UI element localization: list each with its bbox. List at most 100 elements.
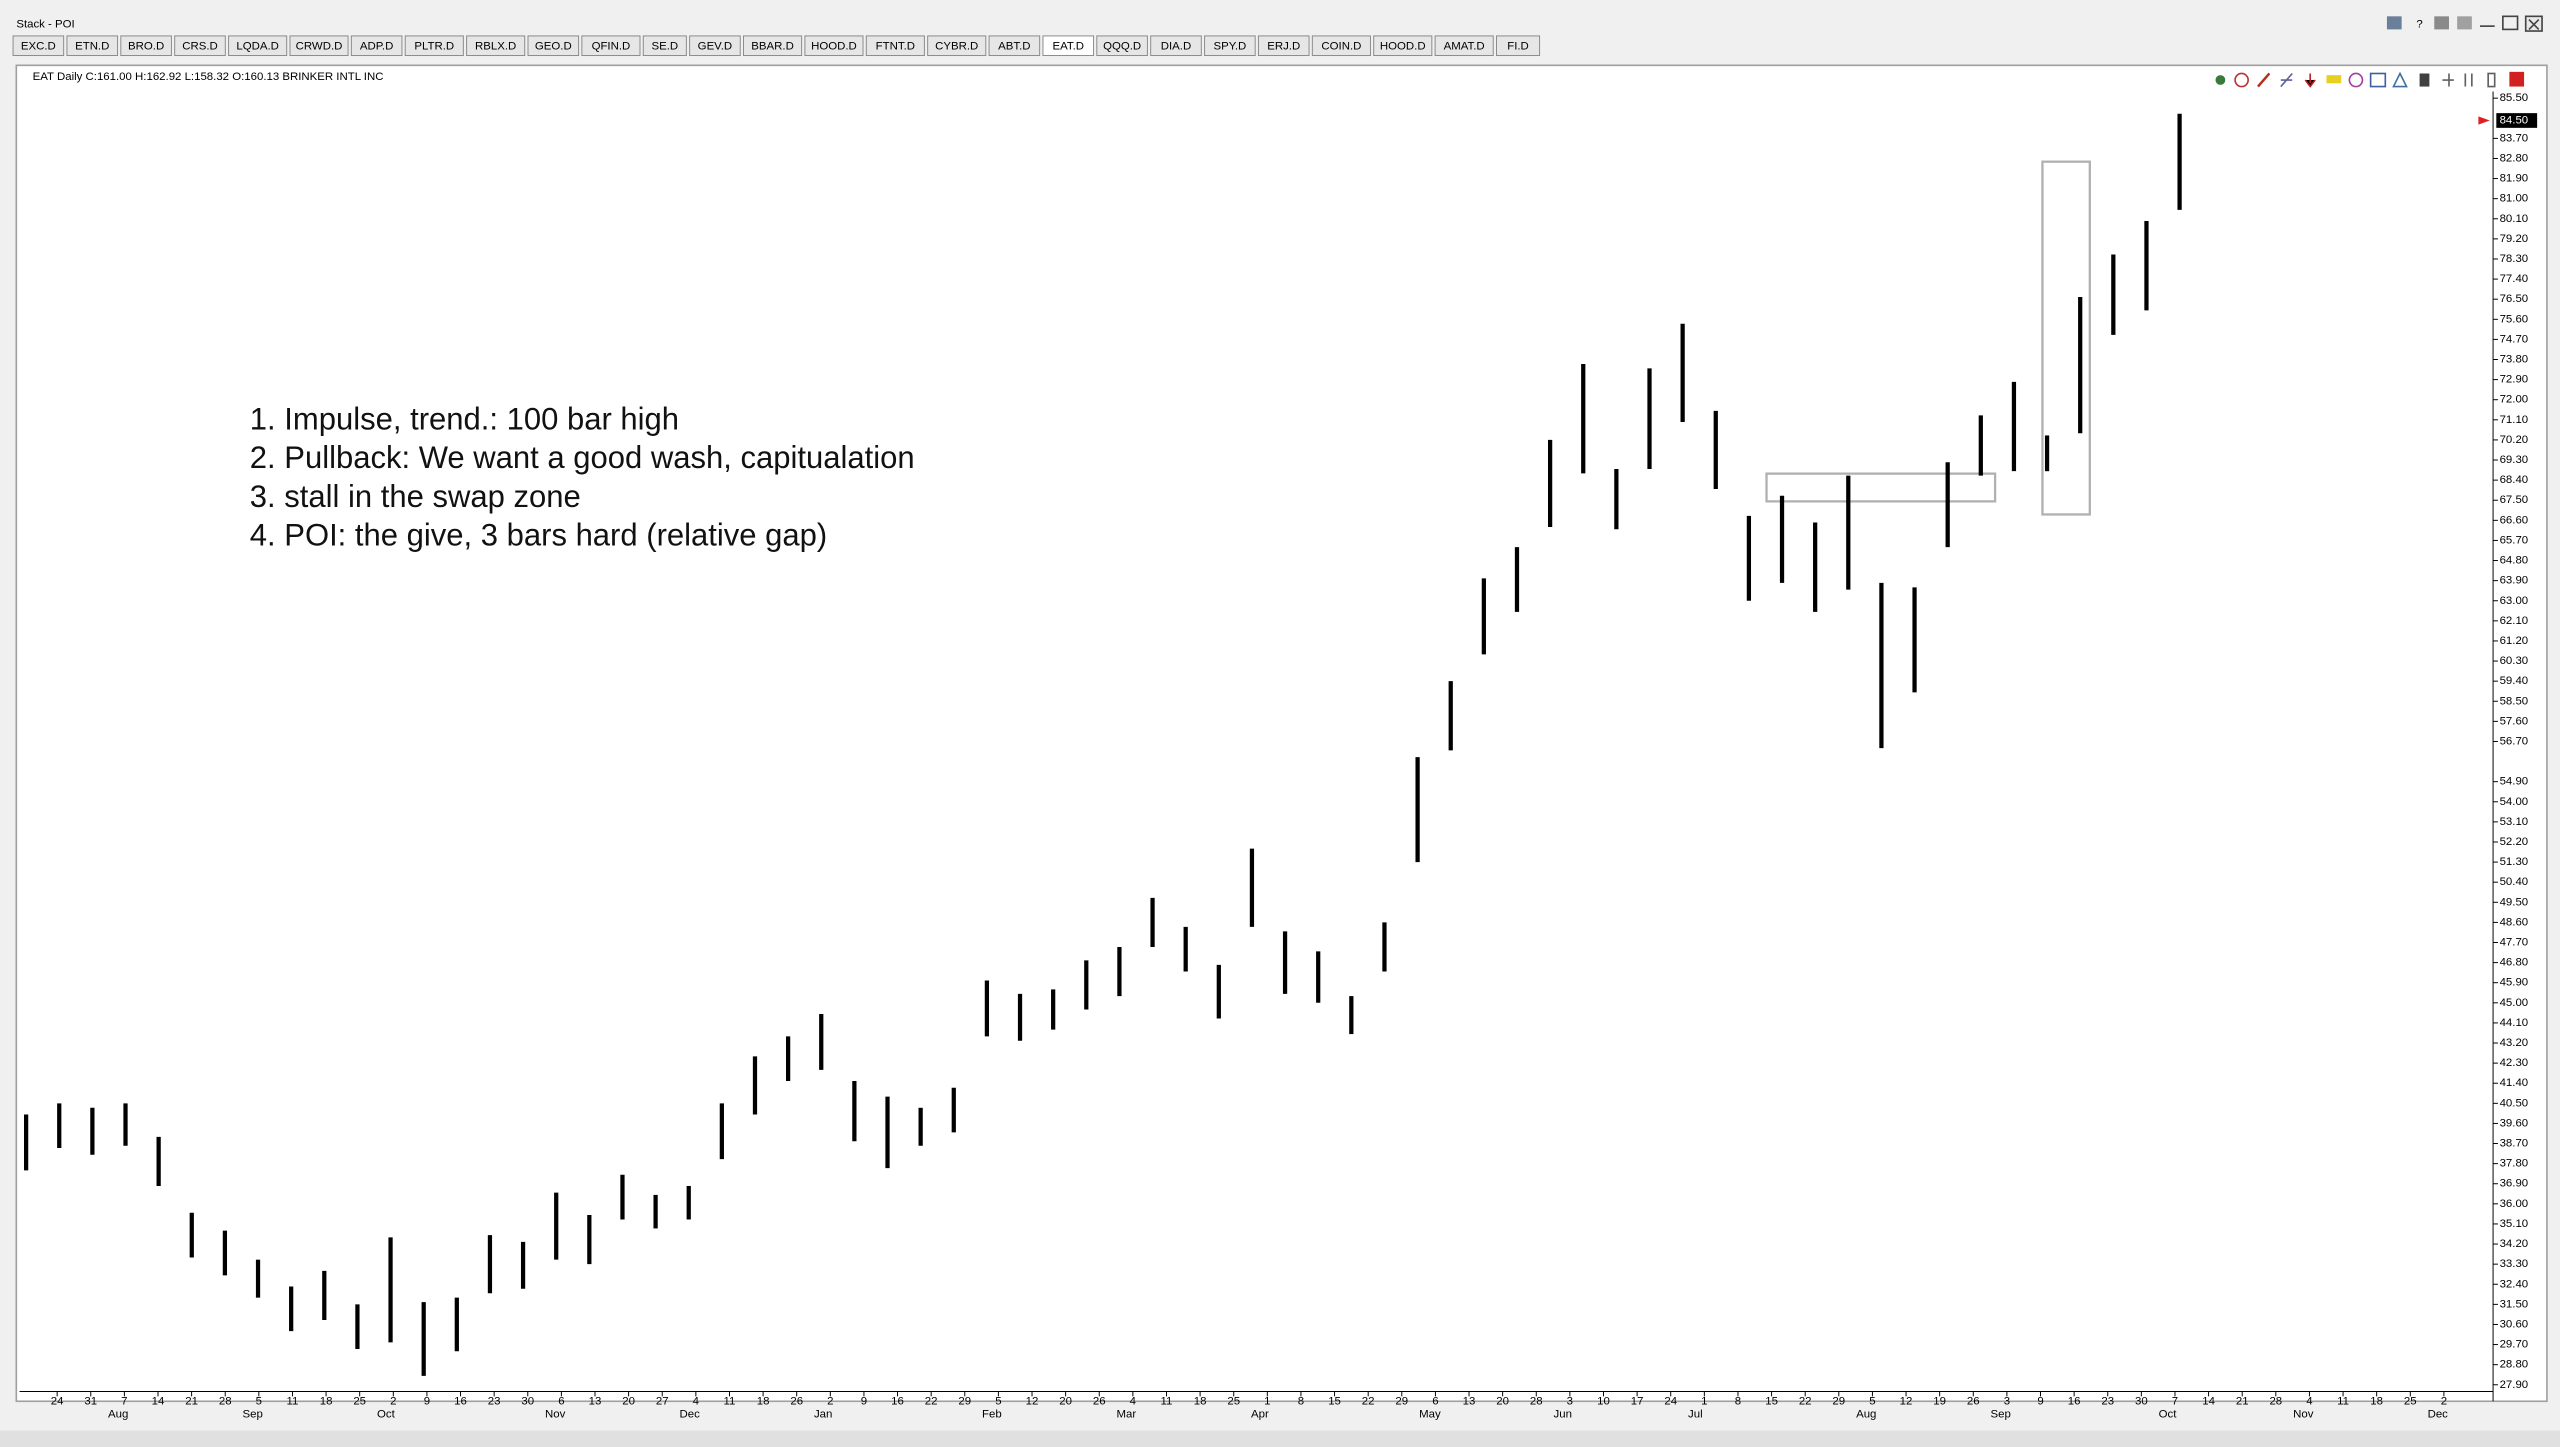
tool-icon[interactable]	[2280, 72, 2293, 88]
window-icon[interactable]	[2386, 16, 2402, 30]
month-label: Aug	[108, 1408, 128, 1420]
x-tick-label: 18	[320, 1395, 333, 1407]
tab-label: SE.D	[651, 41, 678, 53]
y-tick-label: 28.80	[2500, 1359, 2529, 1371]
tab-label: AMAT.D	[1444, 41, 1485, 53]
tool-icon[interactable]	[2392, 71, 2408, 88]
tab[interactable]	[804, 35, 864, 57]
x-tick-label: 8	[1298, 1395, 1304, 1407]
month-label: Nov	[545, 1408, 566, 1420]
tab[interactable]	[1311, 35, 1371, 57]
tab[interactable]	[1204, 35, 1256, 57]
tab[interactable]	[1373, 35, 1433, 57]
tab-label: PLTR.D	[414, 41, 454, 53]
x-tick-label: 11	[1161, 1395, 1173, 1407]
x-tick-label: 25	[2404, 1395, 2417, 1407]
tab[interactable]	[689, 35, 741, 57]
tab-label: BRO.D	[128, 41, 164, 53]
tool-icon[interactable]	[2464, 73, 2473, 87]
tab[interactable]	[66, 35, 119, 57]
month-label: Jun	[1554, 1408, 1572, 1420]
tool-icon[interactable]	[2348, 72, 2364, 88]
y-tick-label: 59.40	[2500, 675, 2529, 687]
x-tick-label: 11	[287, 1395, 299, 1407]
last-price-tag	[2496, 113, 2538, 128]
tab[interactable]	[289, 35, 349, 57]
y-tick-label: 36.00	[2500, 1198, 2529, 1210]
y-tick-label: 74.70	[2500, 333, 2529, 345]
y-tick-label: 42.30	[2500, 1057, 2529, 1069]
y-tick-label: 48.60	[2500, 916, 2529, 928]
x-tick-label: 9	[424, 1395, 430, 1407]
help-icon[interactable]: ?	[2416, 19, 2422, 31]
tab[interactable]	[228, 35, 288, 57]
x-tick-label: 14	[152, 1395, 165, 1407]
tab[interactable]	[466, 35, 526, 57]
month-label: Oct	[2159, 1408, 2178, 1420]
tab-label: HOOD.D	[811, 41, 857, 53]
tool-icon[interactable]	[2215, 75, 2226, 85]
x-tick-label: 6	[558, 1395, 564, 1407]
tab[interactable]	[1150, 35, 1202, 57]
y-tick-label: 45.90	[2500, 977, 2529, 989]
x-tick-label: 4	[2306, 1395, 2313, 1407]
y-tick-label: 51.30	[2500, 856, 2529, 868]
y-tick-label: 46.80	[2500, 957, 2529, 969]
tab[interactable]	[1495, 35, 1541, 57]
swap-zone-box	[1765, 472, 1997, 503]
y-tick-label: 75.60	[2500, 313, 2529, 325]
tab[interactable]	[350, 35, 403, 57]
x-tick-label: 3	[2004, 1395, 2010, 1407]
last-price-label: 84.50	[2500, 115, 2529, 127]
window-icon[interactable]	[2434, 16, 2449, 30]
tool-icon[interactable]	[2234, 72, 2249, 88]
tool-icon[interactable]	[2304, 73, 2316, 88]
x-tick-label: 12	[1900, 1395, 1913, 1407]
annotation: 1. Impulse, trend.: 100 bar high	[250, 402, 679, 437]
tab[interactable]	[174, 35, 226, 57]
tab[interactable]	[865, 35, 925, 57]
window-title: Stack - POI	[16, 19, 74, 31]
tab[interactable]	[642, 35, 687, 57]
tab[interactable]	[1434, 35, 1494, 57]
x-tick-label: 20	[1059, 1395, 1072, 1407]
tab[interactable]	[1042, 35, 1095, 57]
tool-icon[interactable]	[2369, 72, 2387, 88]
tab[interactable]	[12, 35, 65, 57]
y-tick-label: 57.60	[2500, 715, 2529, 727]
tab[interactable]	[1096, 35, 1148, 57]
tab[interactable]	[527, 35, 580, 57]
tab[interactable]	[120, 35, 172, 57]
chart-header: EAT Daily C:161.00 H:162.92 L:158.32 O:1…	[33, 71, 384, 83]
x-tick-label: 6	[1432, 1395, 1438, 1407]
y-tick-label: 81.90	[2500, 173, 2529, 185]
x-tick-label: 25	[1227, 1395, 1240, 1407]
x-tick-label: 18	[1194, 1395, 1207, 1407]
tool-icon[interactable]	[2487, 72, 2496, 88]
maximize-button[interactable]	[2502, 15, 2519, 31]
tool-icon[interactable]	[2419, 73, 2430, 87]
y-tick-label: 30.60	[2500, 1318, 2529, 1330]
tab[interactable]	[927, 35, 987, 57]
month-label: Nov	[2293, 1408, 2314, 1420]
y-tick-label: 43.20	[2500, 1037, 2529, 1049]
tool-icon[interactable]	[2257, 72, 2271, 88]
x-tick-label: 4	[1130, 1395, 1137, 1407]
y-tick-label: 58.50	[2500, 695, 2529, 707]
close-chart[interactable]	[2509, 71, 2525, 87]
x-tick-label: 2	[390, 1395, 396, 1407]
tool-icon[interactable]	[2326, 75, 2342, 84]
y-tick-label: 73.80	[2500, 354, 2529, 366]
window-icon[interactable]	[2457, 16, 2472, 30]
chart-panel	[15, 64, 2548, 1403]
tab-label: HOOD.D	[1380, 41, 1426, 53]
y-tick-label: 36.90	[2500, 1178, 2529, 1190]
tab[interactable]	[988, 35, 1041, 57]
tab[interactable]	[581, 35, 641, 57]
tool-icon[interactable]	[2442, 73, 2454, 87]
y-tick-label: 81.00	[2500, 193, 2529, 205]
tab[interactable]	[743, 35, 803, 57]
tab[interactable]	[1257, 35, 1310, 57]
x-tick-label: 1	[1264, 1395, 1270, 1407]
tab[interactable]	[404, 35, 464, 57]
